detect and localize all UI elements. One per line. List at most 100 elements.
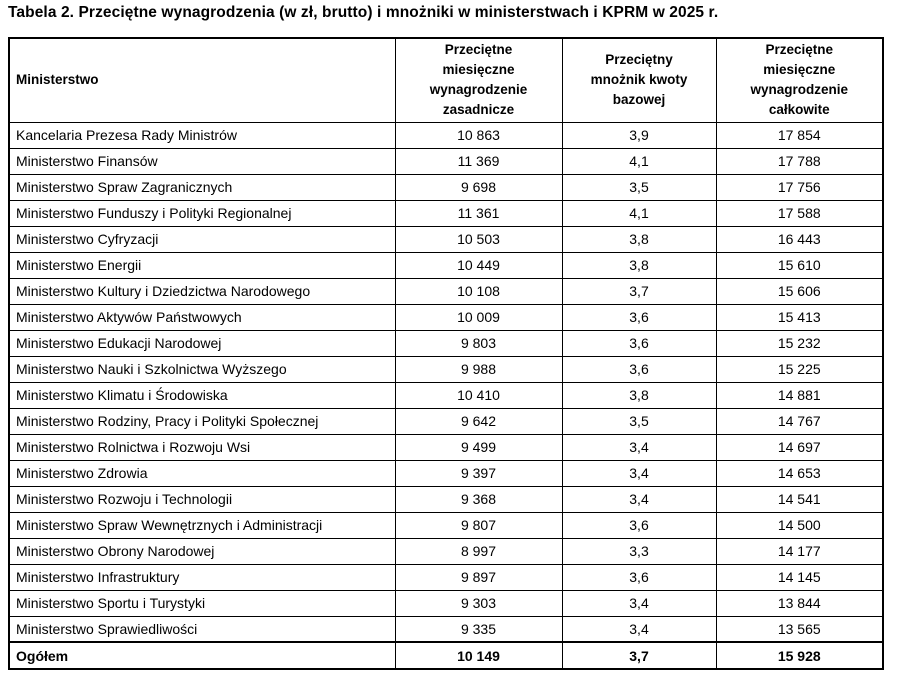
multiplier-value: 3,5 — [561, 173, 717, 201]
table-body: Kancelaria Prezesa Rady Ministrów 10 863 3… — [8, 121, 884, 643]
total-salary-value: 14 500 — [715, 511, 884, 539]
table-row: Ministerstwo Finansów 11 369 4,1 17 788 — [8, 147, 884, 175]
table-row: Ministerstwo Klimatu i Środowiska 10 410 3… — [8, 381, 884, 409]
base-salary-value: 9 897 — [394, 563, 563, 591]
multiplier-value: 3,8 — [561, 225, 717, 253]
column-header-ministry: Ministerstwo — [8, 37, 396, 123]
header-row: Ministerstwo Przeciętne miesięczne wynag… — [8, 37, 884, 123]
multiplier-value: 3,4 — [561, 615, 717, 643]
table-row: Ministerstwo Spraw Zagranicznych 9 698 3,5… — [8, 173, 884, 201]
table-row: Ministerstwo Zdrowia 9 397 3,4 14 653 — [8, 459, 884, 487]
base-salary-value: 9 499 — [394, 433, 563, 461]
table-row: Ministerstwo Rodziny, Pracy i Polityki S… — [8, 407, 884, 435]
total-salary-value: 14 145 — [715, 563, 884, 591]
ministry-name: Ministerstwo Klimatu i Środowiska — [8, 381, 396, 409]
total-multiplier-value: 3,7 — [561, 641, 717, 670]
ministry-name: Ministerstwo Kultury i Dziedzictwa Narod… — [8, 277, 396, 305]
ministry-name: Ministerstwo Obrony Narodowej — [8, 537, 396, 565]
base-salary-value: 9 807 — [394, 511, 563, 539]
multiplier-value: 3,6 — [561, 511, 717, 539]
multiplier-value: 3,6 — [561, 329, 717, 357]
total-salary-value: 14 881 — [715, 381, 884, 409]
table-row: Ministerstwo Rolnictwa i Rozwoju Wsi 9 49… — [8, 433, 884, 461]
total-salary-value: 17 588 — [715, 199, 884, 227]
table-row: Ministerstwo Infrastruktury 9 897 3,6 14 14… — [8, 563, 884, 591]
total-base-salary-value: 10 149 — [394, 641, 563, 670]
table-row: Ministerstwo Aktywów Państwowych 10 009 3,… — [8, 303, 884, 331]
base-salary-value: 10 503 — [394, 225, 563, 253]
table-row: Ministerstwo Funduszy i Polityki Regiona… — [8, 199, 884, 227]
multiplier-value: 4,1 — [561, 199, 717, 227]
base-salary-value: 10 863 — [394, 121, 563, 149]
total-salary-value: 16 443 — [715, 225, 884, 253]
ministry-name: Ministerstwo Rozwoju i Technologii — [8, 485, 396, 513]
table-row: Ministerstwo Spraw Wewnętrznych i Admini… — [8, 511, 884, 539]
salary-table: Ministerstwo Przeciętne miesięczne wynag… — [8, 37, 884, 670]
ministry-name: Ministerstwo Finansów — [8, 147, 396, 175]
base-salary-value: 9 988 — [394, 355, 563, 383]
total-total-salary-value: 15 928 — [715, 641, 884, 670]
table-row: Ministerstwo Sprawiedliwości 9 335 3,4 13 5… — [8, 615, 884, 643]
total-salary-value: 15 232 — [715, 329, 884, 357]
base-salary-value: 9 803 — [394, 329, 563, 357]
column-header-base-salary: Przeciętne miesięczne wynagrodzenie zasa… — [394, 37, 563, 123]
total-salary-value: 14 697 — [715, 433, 884, 461]
table-header: Ministerstwo Przeciętne miesięczne wynag… — [8, 37, 884, 123]
total-row: Ogółem 10 149 3,7 15 928 — [8, 641, 884, 670]
ministry-name: Ministerstwo Funduszy i Polityki Regiona… — [8, 199, 396, 227]
table-row: Ministerstwo Cyfryzacji 10 503 3,8 16 443 — [8, 225, 884, 253]
page-title: Tabela 2. Przeciętne wynagrodzenia (w zł… — [8, 4, 719, 21]
ministry-name: Ministerstwo Aktywów Państwowych — [8, 303, 396, 331]
multiplier-value: 3,6 — [561, 563, 717, 591]
base-salary-value: 9 642 — [394, 407, 563, 435]
base-salary-value: 10 009 — [394, 303, 563, 331]
table-row: Ministerstwo Obrony Narodowej 8 997 3,3 14 … — [8, 537, 884, 565]
multiplier-value: 3,3 — [561, 537, 717, 565]
ministry-name: Ministerstwo Edukacji Narodowej — [8, 329, 396, 357]
table-footer: Ogółem 10 149 3,7 15 928 — [8, 641, 884, 670]
table-row: Ministerstwo Energii 10 449 3,8 15 610 — [8, 251, 884, 279]
multiplier-value: 3,4 — [561, 459, 717, 487]
multiplier-value: 3,8 — [561, 251, 717, 279]
multiplier-value: 3,6 — [561, 303, 717, 331]
total-salary-value: 13 565 — [715, 615, 884, 643]
total-salary-value: 14 767 — [715, 407, 884, 435]
total-salary-value: 14 541 — [715, 485, 884, 513]
multiplier-value: 3,9 — [561, 121, 717, 149]
ministry-name: Ministerstwo Sportu i Turystyki — [8, 589, 396, 617]
total-salary-value: 15 610 — [715, 251, 884, 279]
ministry-name: Kancelaria Prezesa Rady Ministrów — [8, 121, 396, 149]
base-salary-value: 9 397 — [394, 459, 563, 487]
base-salary-value: 10 108 — [394, 277, 563, 305]
multiplier-value: 3,5 — [561, 407, 717, 435]
total-salary-value: 15 225 — [715, 355, 884, 383]
ministry-name: Ministerstwo Rolnictwa i Rozwoju Wsi — [8, 433, 396, 461]
table-row: Ministerstwo Edukacji Narodowej 9 803 3,6 1… — [8, 329, 884, 357]
table-row: Ministerstwo Kultury i Dziedzictwa Narod… — [8, 277, 884, 305]
total-label: Ogółem — [8, 641, 396, 670]
ministry-name: Ministerstwo Rodziny, Pracy i Polityki S… — [8, 407, 396, 435]
multiplier-value: 3,4 — [561, 433, 717, 461]
ministry-name: Ministerstwo Infrastruktury — [8, 563, 396, 591]
multiplier-value: 3,6 — [561, 355, 717, 383]
total-salary-value: 17 854 — [715, 121, 884, 149]
ministry-name: Ministerstwo Energii — [8, 251, 396, 279]
base-salary-value: 9 698 — [394, 173, 563, 201]
table-row: Kancelaria Prezesa Rady Ministrów 10 863 3… — [8, 121, 884, 149]
table-row: Ministerstwo Nauki i Szkolnictwa Wyższeg… — [8, 355, 884, 383]
total-salary-value: 13 844 — [715, 589, 884, 617]
base-salary-value: 11 369 — [394, 147, 563, 175]
base-salary-value: 11 361 — [394, 199, 563, 227]
ministry-name: Ministerstwo Nauki i Szkolnictwa Wyższeg… — [8, 355, 396, 383]
base-salary-value: 10 449 — [394, 251, 563, 279]
ministry-name: Ministerstwo Zdrowia — [8, 459, 396, 487]
base-salary-value: 9 368 — [394, 485, 563, 513]
base-salary-value: 8 997 — [394, 537, 563, 565]
total-salary-value: 15 606 — [715, 277, 884, 305]
column-header-total-salary: Przeciętne miesięczne wynagrodzenie całk… — [715, 37, 884, 123]
ministry-name: Ministerstwo Spraw Wewnętrznych i Admini… — [8, 511, 396, 539]
multiplier-value: 3,4 — [561, 589, 717, 617]
table-row: Ministerstwo Sportu i Turystyki 9 303 3,4 1… — [8, 589, 884, 617]
multiplier-value: 3,7 — [561, 277, 717, 305]
multiplier-value: 4,1 — [561, 147, 717, 175]
